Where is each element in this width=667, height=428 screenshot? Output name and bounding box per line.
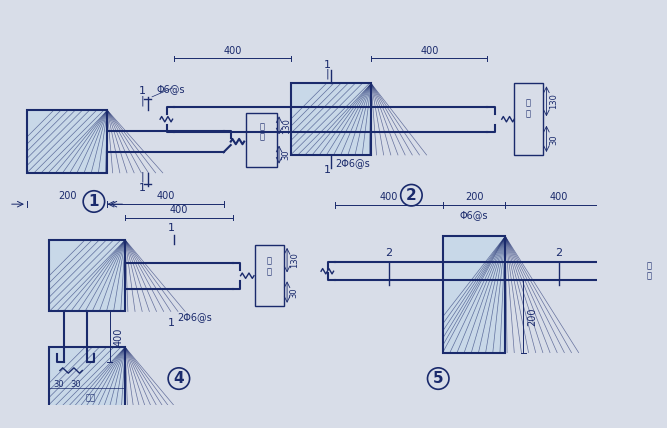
Text: 1: 1 bbox=[168, 223, 175, 233]
Text: 断
锲: 断 锲 bbox=[647, 261, 652, 280]
Text: Φ6@s: Φ6@s bbox=[157, 84, 185, 94]
Text: 400: 400 bbox=[114, 327, 124, 346]
Bar bbox=[443, 236, 506, 353]
Text: 200: 200 bbox=[58, 190, 76, 201]
Text: 400: 400 bbox=[169, 205, 188, 215]
Bar bbox=[514, 83, 543, 155]
Text: 5: 5 bbox=[433, 371, 444, 386]
Text: 断
锲: 断 锲 bbox=[259, 122, 264, 142]
Text: 30: 30 bbox=[289, 287, 299, 298]
Text: 1: 1 bbox=[139, 86, 145, 96]
Text: 1: 1 bbox=[139, 182, 145, 193]
Text: 2Φ6@s: 2Φ6@s bbox=[336, 158, 370, 168]
Bar bbox=[27, 110, 107, 173]
Text: 200: 200 bbox=[465, 192, 484, 202]
Text: 130: 130 bbox=[289, 252, 299, 268]
Text: 130: 130 bbox=[281, 118, 291, 134]
Text: 400: 400 bbox=[156, 190, 175, 201]
Text: Φ6@s: Φ6@s bbox=[460, 210, 488, 220]
Text: |: | bbox=[140, 95, 144, 106]
Text: 130: 130 bbox=[549, 93, 558, 109]
Text: 400: 400 bbox=[380, 192, 398, 202]
Bar bbox=[255, 245, 283, 306]
Text: 1: 1 bbox=[89, 194, 99, 209]
Text: 2: 2 bbox=[406, 188, 417, 203]
Text: |: | bbox=[325, 68, 329, 79]
Bar bbox=[246, 113, 277, 166]
Text: 2: 2 bbox=[386, 248, 393, 258]
Text: 30: 30 bbox=[549, 134, 558, 145]
Text: 墙厚: 墙厚 bbox=[86, 394, 96, 403]
Text: 200: 200 bbox=[528, 307, 538, 326]
Text: 2: 2 bbox=[556, 248, 562, 258]
Text: 断
锲: 断 锲 bbox=[526, 99, 531, 118]
Text: 30: 30 bbox=[71, 380, 81, 389]
Text: 1: 1 bbox=[324, 60, 331, 70]
Text: |: | bbox=[140, 171, 144, 182]
Text: 400: 400 bbox=[550, 192, 568, 202]
Bar bbox=[635, 253, 664, 303]
Text: 30: 30 bbox=[53, 380, 63, 389]
Bar bbox=[49, 240, 125, 312]
Bar bbox=[49, 347, 125, 419]
Text: 1: 1 bbox=[324, 165, 331, 175]
Text: 400: 400 bbox=[223, 46, 241, 56]
Text: 2Φ6@s: 2Φ6@s bbox=[177, 312, 212, 322]
Text: 1: 1 bbox=[168, 318, 175, 327]
Text: 断
锲: 断 锲 bbox=[267, 256, 271, 276]
Text: 30: 30 bbox=[281, 149, 291, 160]
Bar bbox=[291, 83, 371, 155]
Text: 400: 400 bbox=[420, 46, 438, 56]
Text: 4: 4 bbox=[173, 371, 184, 386]
